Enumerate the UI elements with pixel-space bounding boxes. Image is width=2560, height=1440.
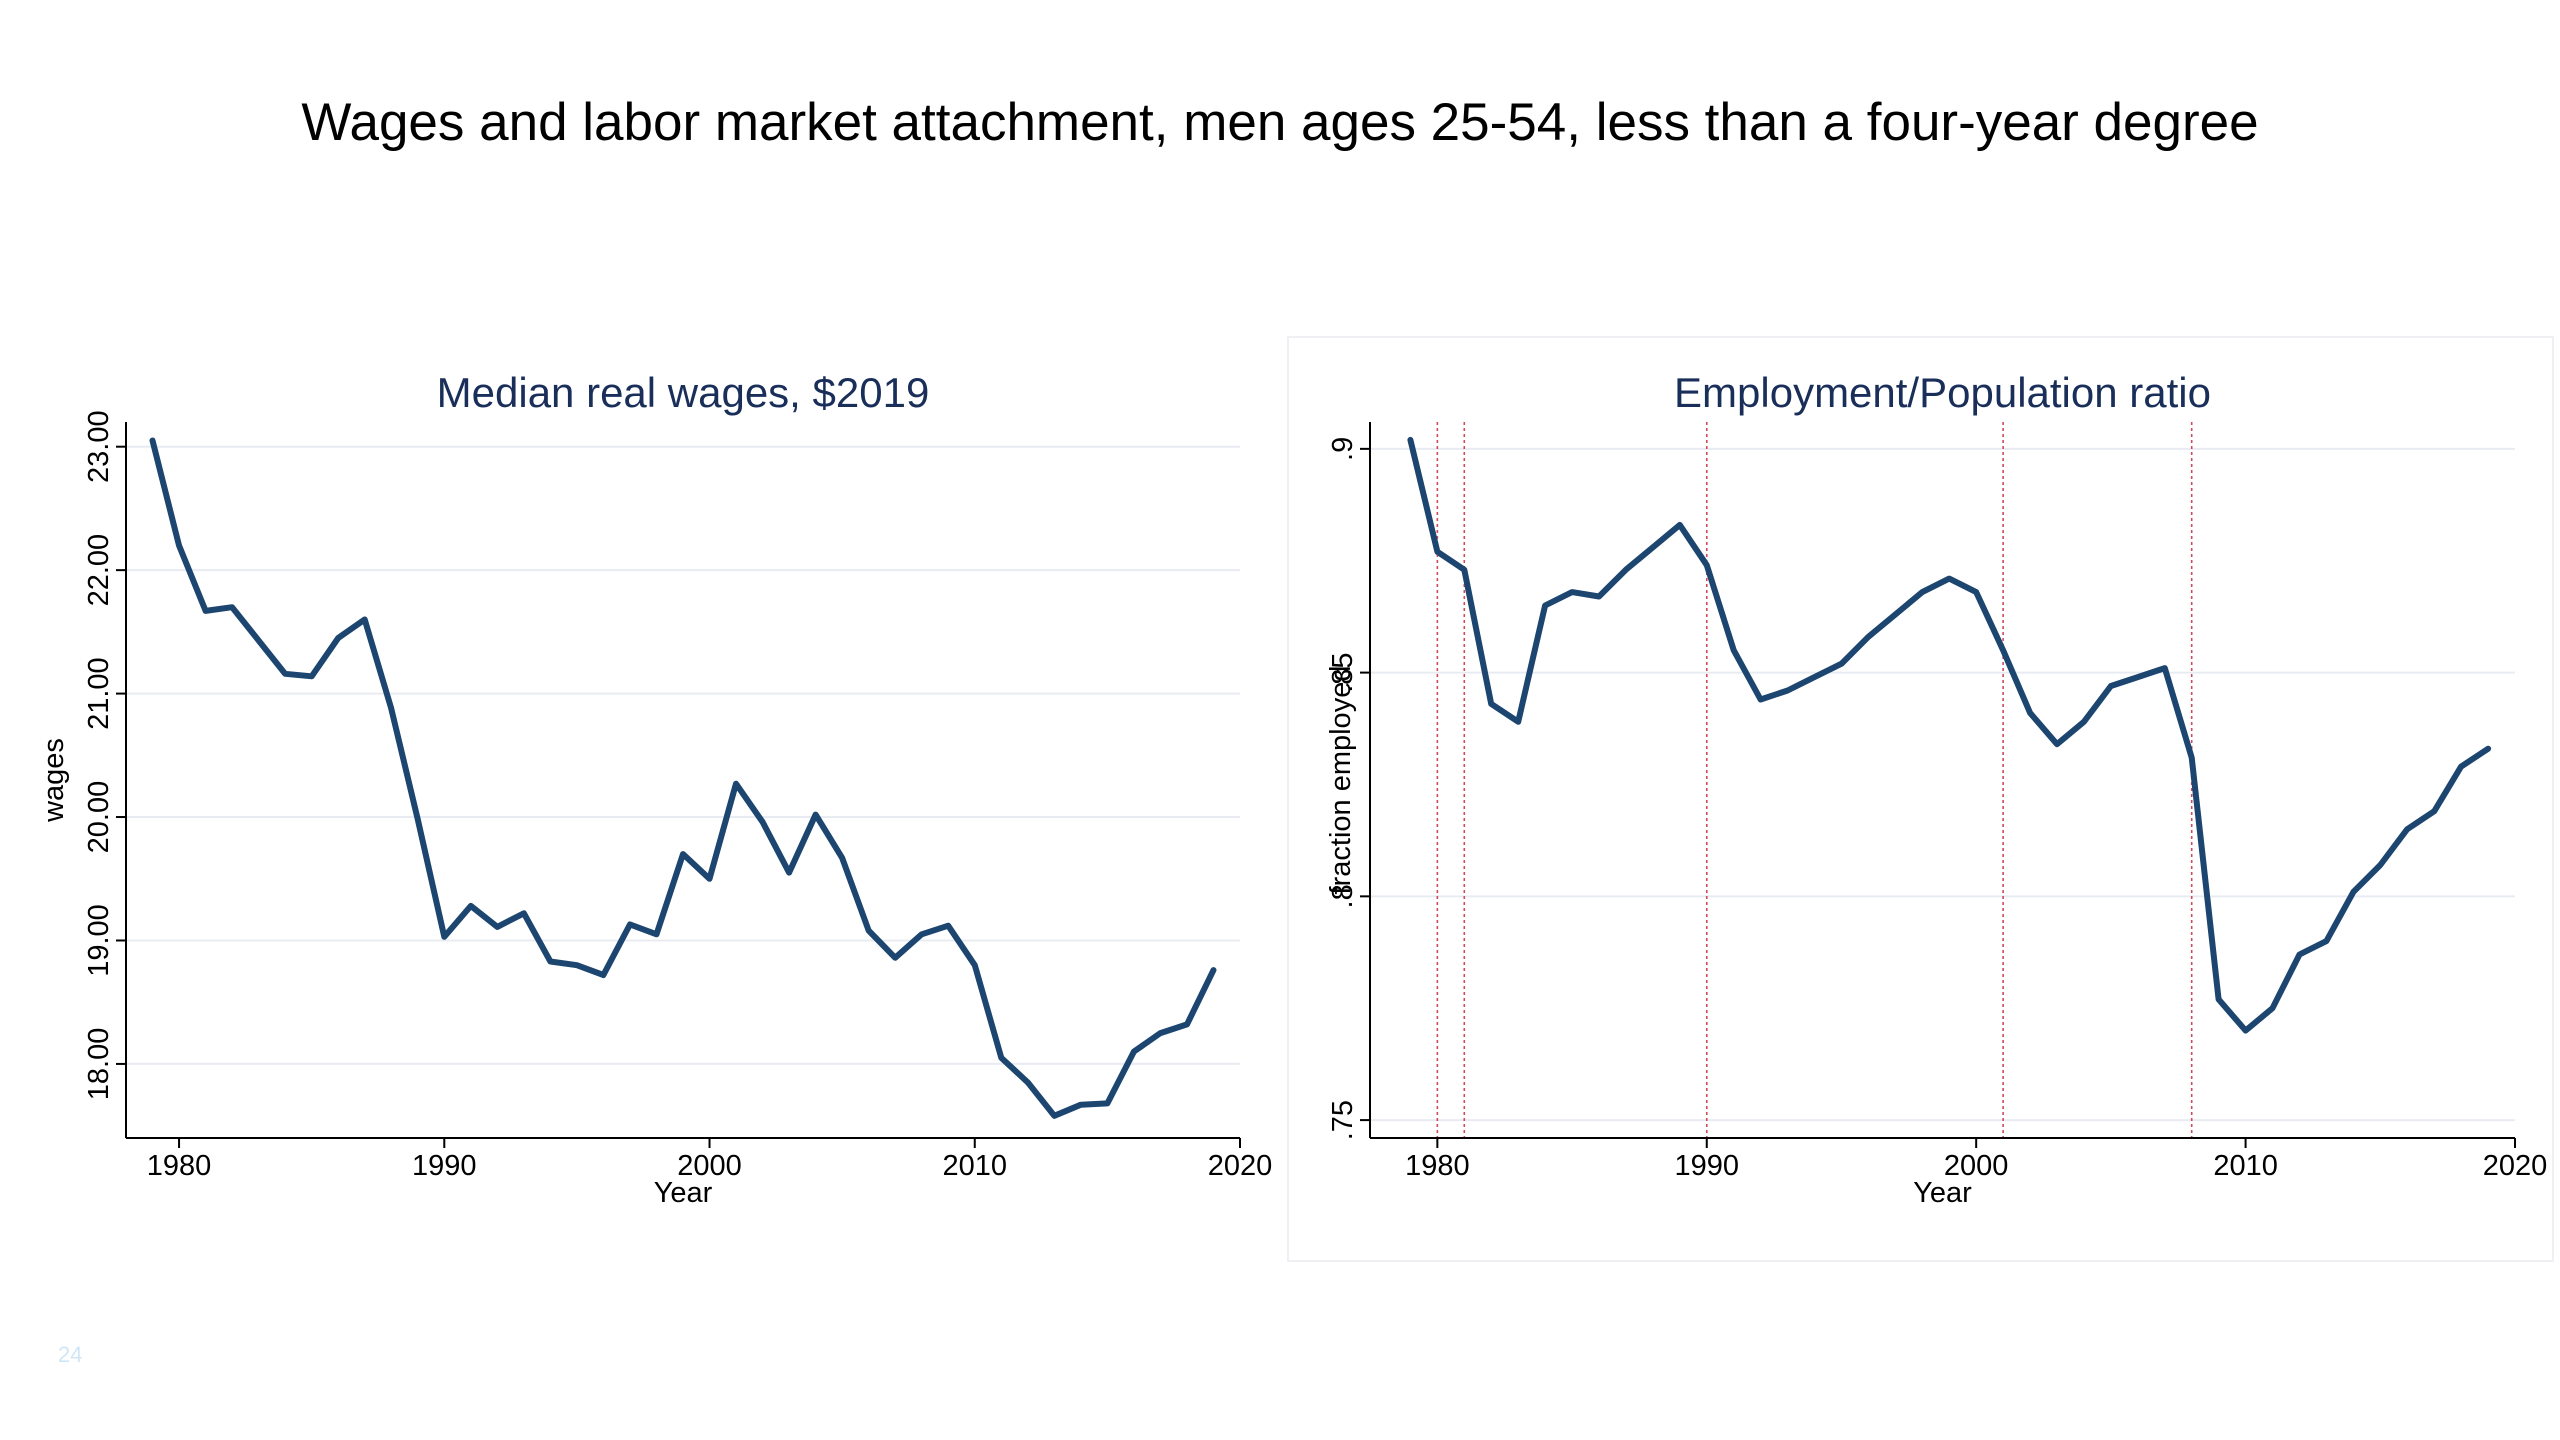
y-axis-label: wages (38, 738, 70, 823)
data-point (2000, 647, 2006, 653)
data-point (1596, 594, 1602, 600)
data-point (2485, 746, 2491, 752)
data-point (2189, 755, 2195, 761)
y-axis-label: fraction employed (1325, 666, 1357, 895)
chart-title: Employment/Population ratio (1674, 369, 2211, 416)
y-tick-label: 22.00 (83, 534, 115, 607)
x-tick-label: 2000 (1944, 1150, 2009, 1182)
x-tick-label: 2010 (943, 1150, 1008, 1182)
x-tick-label: 2000 (677, 1150, 742, 1182)
data-point (2404, 826, 2410, 832)
data-point (1434, 549, 1440, 555)
data-point (2323, 938, 2329, 944)
data-point (2377, 862, 2383, 868)
data-point (1892, 611, 1898, 617)
data-point (1650, 544, 1656, 550)
data-point (1407, 437, 1413, 443)
data-point (2027, 710, 2033, 716)
data-point (1515, 719, 1521, 725)
data-point (2054, 741, 2060, 747)
series-line (149, 437, 1217, 1119)
data-point (2431, 808, 2437, 814)
x-axis-label: Year (1913, 1177, 1972, 1209)
data-point (2081, 719, 2087, 725)
series-line (1407, 436, 2492, 1034)
data-point (2270, 1005, 2276, 1011)
data-point (1838, 661, 1844, 667)
data-point (2350, 889, 2356, 895)
data-point (1785, 688, 1791, 694)
x-tick-label: 2010 (2213, 1150, 2278, 1182)
page-number: 24 (58, 1342, 83, 1367)
data-point (1461, 567, 1467, 573)
data-point (1488, 701, 1494, 707)
x-tick-label: 1990 (1675, 1150, 1740, 1182)
y-tick-label: .8 (1327, 884, 1359, 908)
y-tick-label: .9 (1327, 437, 1359, 461)
data-point (2296, 952, 2302, 958)
slide-title: Wages and labor market attachment, men a… (301, 93, 2259, 152)
data-point (1812, 674, 1818, 680)
data-point (1758, 696, 1764, 702)
x-tick-label: 1980 (1405, 1150, 1470, 1182)
data-point (1623, 567, 1629, 573)
y-tick-label: 23.00 (83, 410, 115, 483)
y-tick-label: 18.00 (83, 1028, 115, 1101)
data-point (1704, 562, 1710, 568)
data-point (1919, 589, 1925, 595)
x-tick-label: 1980 (147, 1150, 212, 1182)
data-point (1677, 522, 1683, 528)
data-point (1946, 576, 1952, 582)
data-point (2243, 1028, 2249, 1034)
right-panel-frame (1287, 336, 2554, 1262)
data-point (2108, 683, 2114, 689)
x-axis-label: Year (654, 1177, 713, 1209)
x-tick-label: 1990 (412, 1150, 477, 1182)
data-point (1865, 634, 1871, 640)
data-point (2162, 665, 2168, 671)
data-point (1542, 602, 1548, 608)
data-point (1569, 589, 1575, 595)
y-tick-label: .75 (1327, 1100, 1359, 1140)
chart-title: Median real wages, $2019 (437, 369, 930, 416)
data-point (1973, 589, 1979, 595)
y-tick-label: 20.00 (83, 781, 115, 854)
data-point (1731, 647, 1737, 653)
x-tick-label: 2020 (1208, 1150, 1273, 1182)
data-point (2216, 996, 2222, 1002)
x-tick-label: 2020 (2483, 1150, 2548, 1182)
y-tick-label: 21.00 (83, 657, 115, 730)
y-tick-label: 19.00 (83, 904, 115, 977)
y-tick-label: .85 (1327, 652, 1359, 692)
data-point (2135, 674, 2141, 680)
data-point (2458, 764, 2464, 770)
